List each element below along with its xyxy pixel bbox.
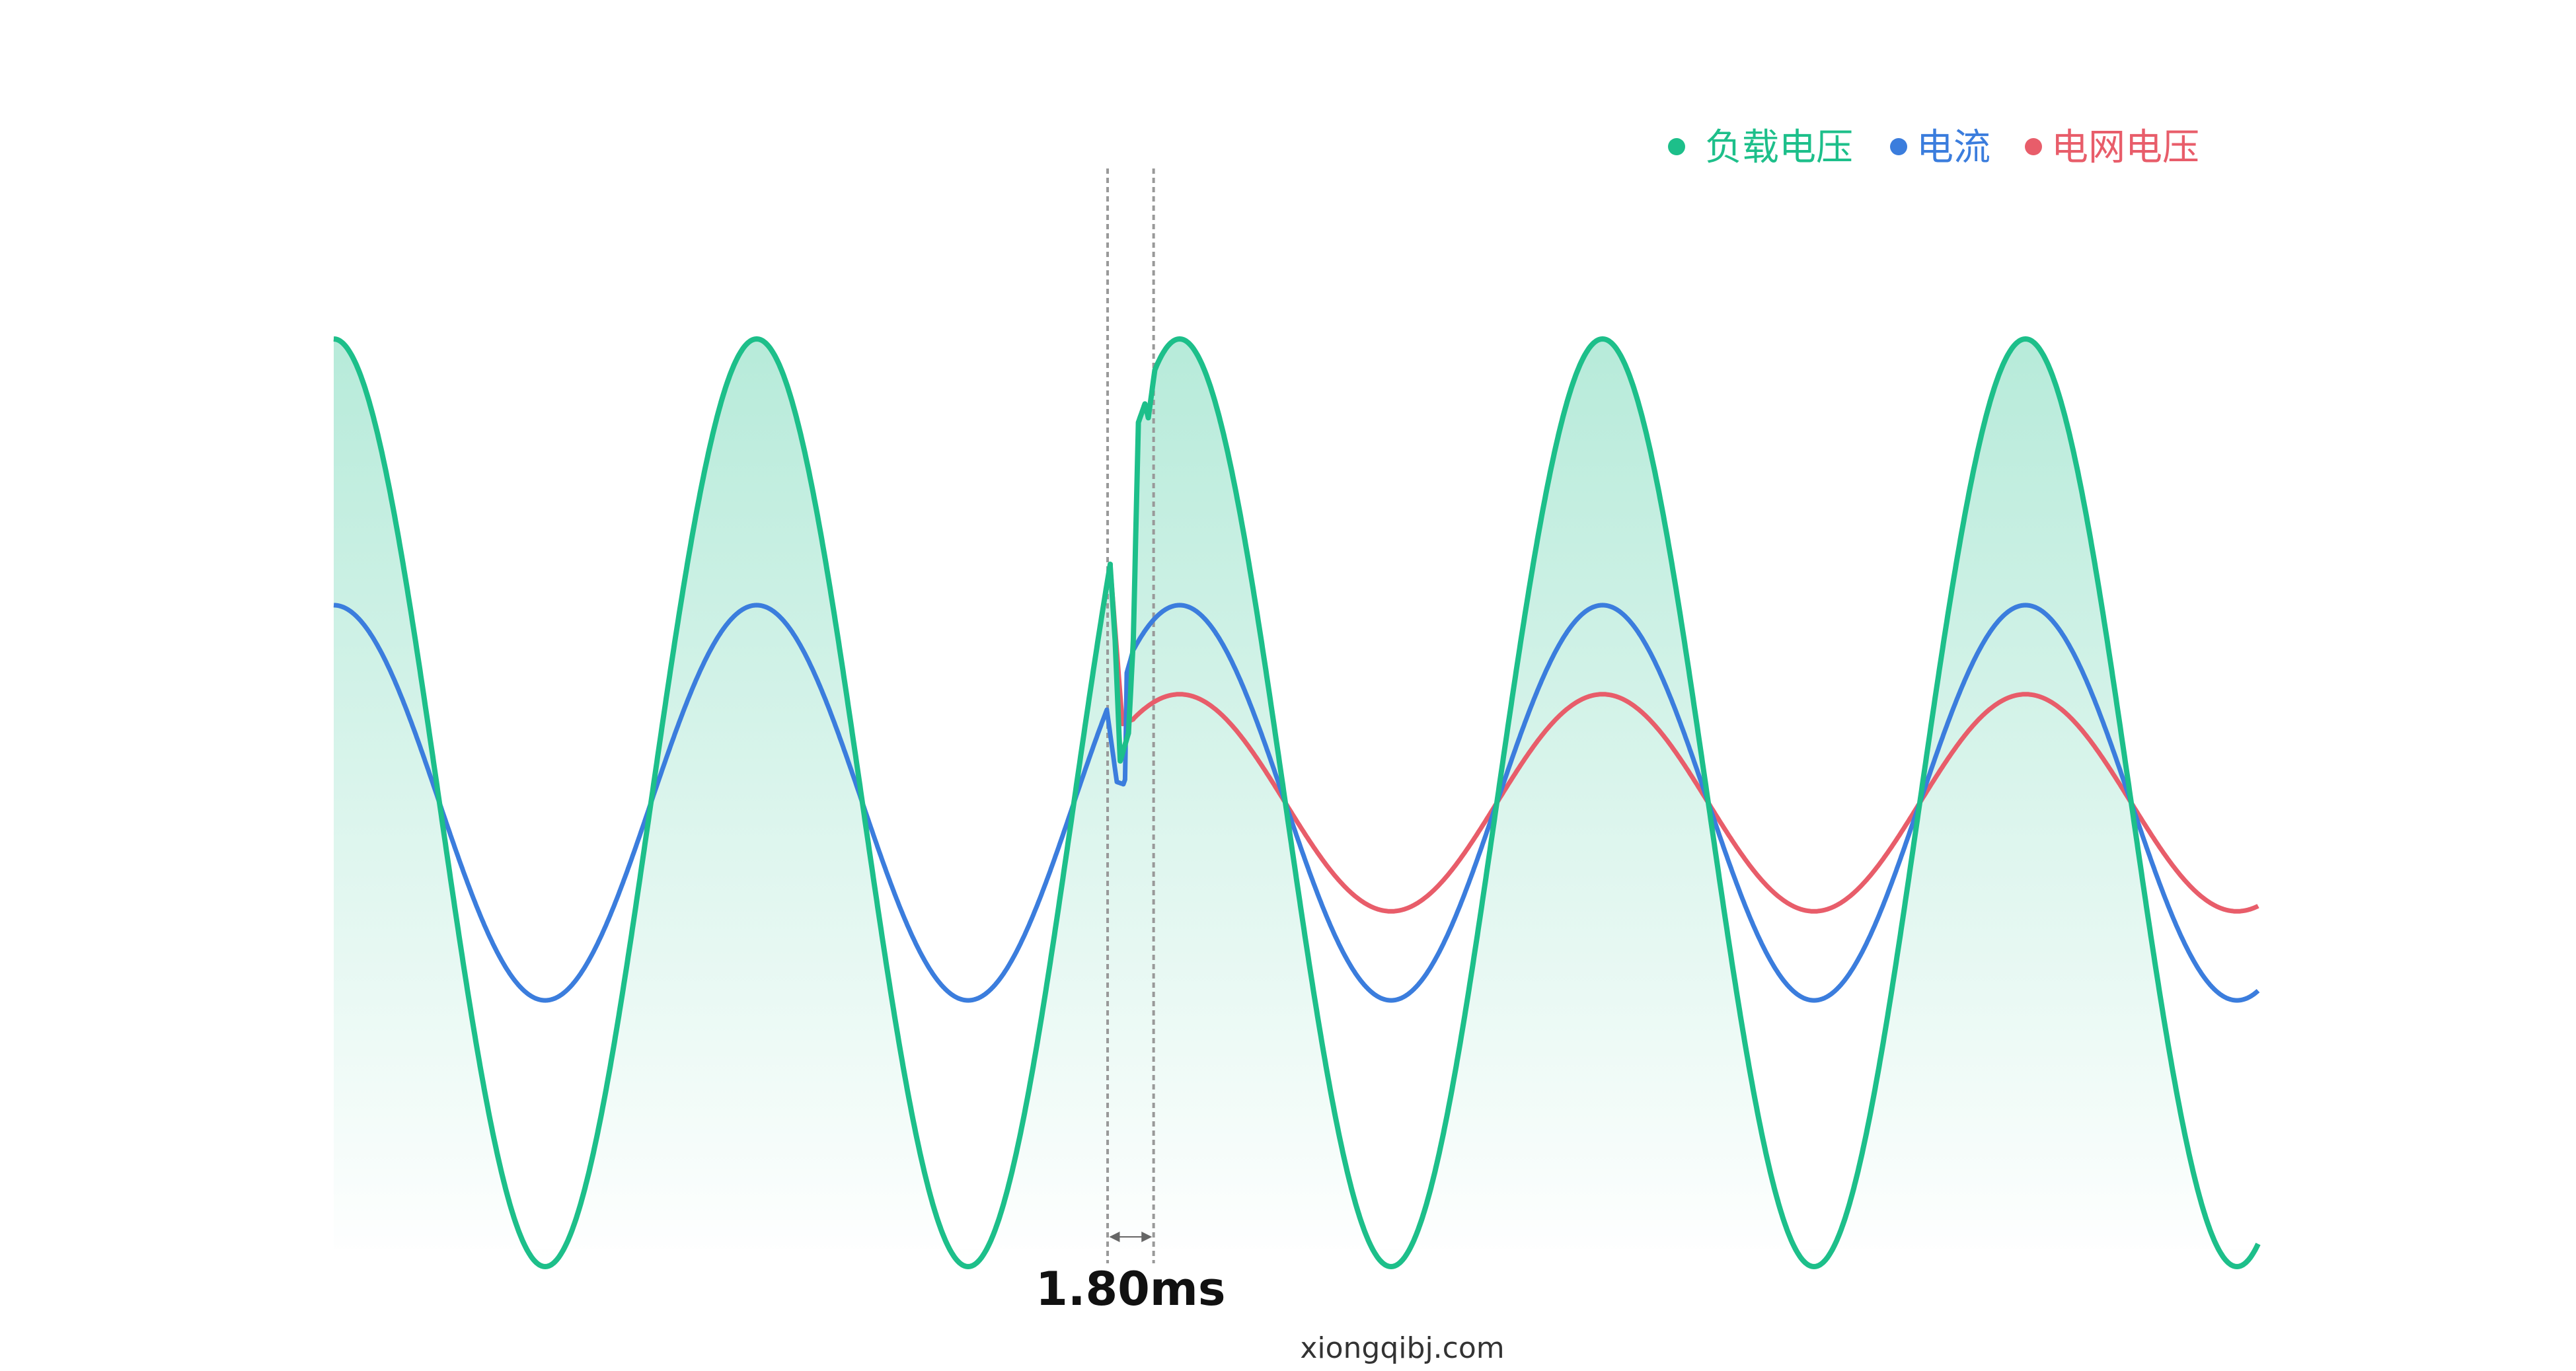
legend-dot-current (1890, 138, 1907, 155)
legend-dot-grid-voltage (2025, 138, 2042, 155)
legend-load-voltage: 负载电压 (1705, 126, 1853, 169)
duration-label: 1.80ms (1036, 1262, 1225, 1316)
load-voltage-line (332, 336, 2261, 1269)
legend-current: 电流 (1916, 126, 1990, 169)
legend-dot-load-voltage (1668, 138, 1685, 155)
legend-grid-voltage: 电网电压 (2051, 126, 2199, 169)
watermark: xiongqibj.com (1300, 1331, 1504, 1365)
legend: 负载电压 电流 电网电压 (1668, 126, 2199, 169)
load-voltage-fill (334, 339, 2258, 1267)
